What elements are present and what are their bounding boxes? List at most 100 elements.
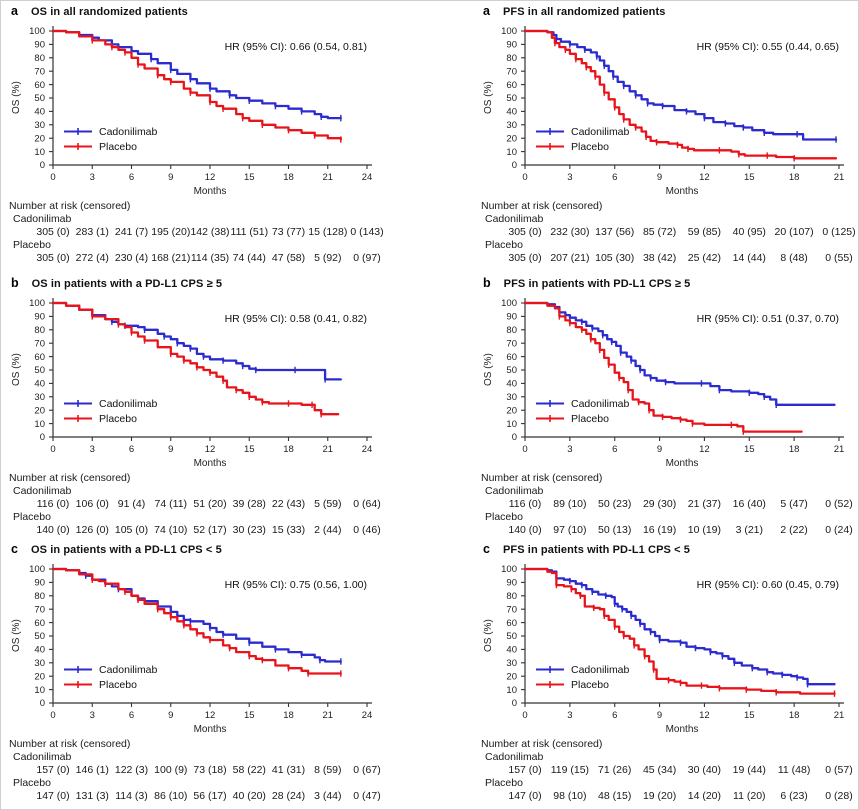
risk-value: 14 (44) [732,252,766,264]
risk-value: 38 (42) [642,252,677,264]
legend-line-marker [536,128,564,135]
panel-title: OS in patients with a PD-L1 CPS < 5 [30,544,222,556]
hazard-ratio-label: HR (95% CI): 0.51 (0.37, 0.70) [696,313,839,325]
svg-text:21: 21 [322,444,333,455]
svg-text:30: 30 [506,392,517,403]
risk-value: 0 (97) [353,252,381,264]
risk-value: 86 (10) [154,790,188,802]
risk-value: 0 (52) [825,498,853,510]
risk-values-row: 116 (0) 106 (0) 91 (4) 74 (11) 51 (20) 39 (28… [7,498,427,511]
svg-text:18: 18 [283,444,294,455]
x-axis-label: Months [665,458,699,469]
svg-text:100: 100 [29,298,45,309]
svg-text:60: 60 [34,352,45,363]
risk-value: 19 (44) [732,764,766,776]
legend: Cadonilimab Placebo [63,663,157,691]
svg-text:0: 0 [40,698,45,709]
hazard-ratio-label: HR (95% CI): 0.75 (0.56, 1.00) [224,579,367,591]
svg-text:18: 18 [283,172,294,183]
risk-value: 56 (17) [193,790,227,802]
svg-text:70: 70 [34,604,45,615]
legend-label: Cadonilimab [571,663,630,676]
panel-header: a OS in all randomized patients [7,4,431,21]
risk-series-name: Placebo [485,511,523,523]
svg-text:50: 50 [506,93,517,104]
legend-label: Placebo [99,678,137,691]
risk-value: 2 (44) [314,524,342,536]
risk-value: 10 (19) [687,524,722,536]
svg-text:90: 90 [506,578,517,589]
risk-series-name: Placebo [485,777,523,789]
legend-label: Placebo [571,140,609,153]
y-axis-label: OS (%) [483,353,494,387]
risk-values-row: 157 (0) 146 (1) 122 (3) 100 (9) 73 (18) 58 (2… [7,764,427,777]
svg-text:21: 21 [834,444,845,455]
risk-table-header: Number at risk (censored) [481,738,603,750]
risk-value: 6 (23) [780,790,808,802]
svg-text:70: 70 [506,604,517,615]
risk-value: 114 (35) [190,252,230,264]
risk-value: 0 (55) [825,252,853,264]
risk-table-rows: Cadonilimab 305 (0) 232 (30) 137 (56) 85 (72… [479,213,858,265]
risk-value: 28 (24) [271,790,306,802]
risk-value: 0 (64) [353,498,381,510]
svg-text:20: 20 [506,671,517,682]
risk-value: 305 (0) [508,252,542,264]
risk-value: 305 (0) [508,226,542,238]
y-axis-label: OS (%) [483,81,494,115]
svg-text:18: 18 [789,444,800,455]
risk-value: 58 (22) [232,764,266,776]
svg-text:30: 30 [34,658,45,669]
panel-pfs-cps-lt5: c PFS in patients with PD-L1 CPS < 5 0 10… [431,539,858,809]
svg-text:12: 12 [699,172,710,183]
risk-value: 48 (15) [598,790,632,802]
risk-value: 230 (4) [114,252,149,264]
panel-header: c PFS in patients with PD-L1 CPS < 5 [479,542,858,559]
risk-values-row: 305 (0) 283 (1) 241 (7) 195 (20) 142 (38) 111… [7,226,427,239]
legend-label: Placebo [99,412,137,425]
svg-text:6: 6 [612,710,617,721]
risk-value: 207 (21) [550,252,590,264]
panel-pfs-all-randomized: a PFS in all randomized patients 0 10 20 30… [431,1,858,273]
svg-text:12: 12 [205,444,216,455]
risk-value: 5 (47) [780,498,808,510]
legend-item-placebo: Placebo [63,678,157,691]
risk-values-row: 157 (0) 119 (15) 71 (26) 45 (34) 30 (40) 19 (… [479,764,859,777]
risk-value: 97 (10) [553,524,587,536]
risk-value: 305 (0) [36,252,70,264]
risk-value: 11 (20) [733,790,766,802]
number-at-risk-table: Number at risk (censored) Cadonilimab 116… [479,472,858,537]
risk-series-name: Cadonilimab [13,485,72,497]
svg-text:15: 15 [244,444,255,455]
risk-value: 15 (128) [308,226,348,238]
svg-text:21: 21 [322,172,333,183]
risk-series-name: Cadonilimab [13,751,72,763]
risk-value: 91 (4) [117,498,146,510]
svg-text:21: 21 [834,172,845,183]
panel-os-cps-ge5: b OS in patients with a PD-L1 CPS ≥ 5 0 1… [1,273,431,539]
legend-item-placebo: Placebo [63,140,157,153]
km-plot: 0 10 20 30 40 50 60 70 80 90 100 0 3 6 9 12 15 18 21 24 [29,26,372,183]
svg-text:10: 10 [34,419,45,430]
svg-text:60: 60 [506,352,517,363]
risk-value: 114 (3) [115,790,148,802]
svg-text:100: 100 [29,564,45,575]
risk-value: 146 (1) [75,764,109,776]
svg-text:40: 40 [34,107,45,118]
risk-value: 85 (72) [642,226,677,238]
svg-text:9: 9 [168,710,173,721]
risk-value: 126 (0) [75,524,109,536]
risk-value: 41 (31) [271,764,306,776]
number-at-risk-table: Number at risk (censored) Cadonilimab 305… [7,200,431,265]
risk-value: 98 (10) [553,790,587,802]
svg-text:3: 3 [90,172,95,183]
risk-series-name: Placebo [13,511,51,523]
risk-value: 0 (143) [350,226,384,238]
legend-label: Cadonilimab [571,397,630,410]
svg-text:60: 60 [34,80,45,91]
risk-value: 11 (48) [777,764,811,776]
y-axis-label: OS (%) [11,619,22,653]
svg-text:90: 90 [34,578,45,589]
risk-value: 20 (107) [774,226,814,238]
risk-value: 0 (125) [822,226,856,238]
